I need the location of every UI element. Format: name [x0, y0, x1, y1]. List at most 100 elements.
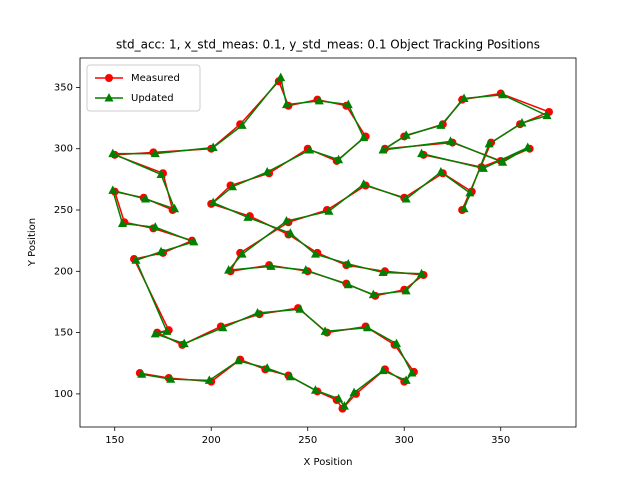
marker — [104, 93, 114, 102]
marker — [224, 265, 234, 274]
y-tick-label: 350 — [54, 82, 73, 93]
marker — [465, 187, 475, 197]
marker — [227, 181, 237, 191]
marker — [117, 218, 127, 227]
marker — [150, 148, 160, 158]
marker — [349, 387, 359, 397]
y-tick-label: 200 — [54, 266, 73, 277]
marker — [237, 249, 247, 258]
legend-label: Updated — [131, 93, 174, 104]
plot-frame — [79, 57, 577, 428]
series-line — [111, 75, 550, 408]
marker — [324, 206, 334, 215]
marker — [189, 236, 199, 246]
x-tick-label: 150 — [105, 435, 124, 446]
chart-title: std_acc: 1, x_std_meas: 0.1, y_std_meas:… — [116, 38, 540, 52]
marker — [401, 375, 411, 384]
y-tick-label: 150 — [54, 328, 73, 339]
marker — [498, 157, 508, 166]
marker — [523, 142, 533, 151]
marker — [166, 374, 176, 383]
x-tick-label: 350 — [491, 435, 510, 446]
y-tick-label: 250 — [54, 205, 73, 216]
marker — [407, 368, 417, 377]
marker — [343, 279, 353, 289]
marker — [368, 289, 378, 299]
marker — [363, 322, 373, 332]
marker — [498, 89, 508, 99]
marker — [310, 249, 320, 258]
marker — [401, 285, 411, 295]
marker — [218, 322, 228, 332]
marker — [359, 179, 369, 188]
marker — [392, 338, 402, 348]
marker — [179, 338, 189, 348]
marks — [108, 72, 553, 413]
x-tick-label: 300 — [395, 435, 414, 446]
x-tick-label: 250 — [298, 435, 317, 446]
marker — [378, 144, 388, 154]
marker — [282, 99, 292, 109]
marker — [233, 355, 243, 365]
marker — [401, 193, 411, 203]
marker — [446, 136, 456, 145]
marker — [301, 265, 311, 274]
series-line — [113, 79, 551, 410]
marker — [282, 216, 292, 225]
marker — [262, 167, 272, 176]
marker — [417, 268, 427, 278]
marker — [266, 261, 276, 270]
marker — [285, 228, 295, 237]
marker — [131, 255, 141, 264]
marker — [295, 304, 305, 313]
marker — [459, 93, 469, 102]
x-tick-label: 200 — [202, 435, 221, 446]
marker — [343, 258, 353, 268]
marker — [436, 120, 446, 129]
legend-label: Measured — [131, 73, 180, 84]
marker — [156, 246, 166, 256]
marker — [162, 326, 172, 335]
marker — [108, 148, 118, 158]
marker — [150, 328, 160, 338]
marker — [262, 363, 272, 372]
marker — [237, 120, 247, 129]
marker — [542, 110, 552, 120]
marker — [141, 193, 151, 203]
marker — [436, 167, 446, 176]
marker — [156, 169, 166, 178]
marker — [208, 142, 218, 151]
marker — [310, 385, 320, 394]
marker — [417, 148, 427, 158]
x-axis-label: X Position — [304, 457, 353, 468]
marker — [378, 365, 388, 375]
marker — [343, 99, 353, 109]
marker — [105, 74, 113, 82]
marker — [170, 203, 180, 213]
marker — [208, 197, 218, 207]
marker — [320, 326, 330, 335]
marker — [276, 72, 286, 82]
marker — [359, 132, 369, 142]
legend-box — [86, 64, 201, 112]
legend: Measured Updated — [86, 64, 201, 112]
marker — [339, 401, 349, 410]
marker — [484, 138, 494, 148]
marker — [108, 185, 118, 194]
marker — [401, 130, 411, 139]
marker — [334, 393, 344, 403]
marker — [459, 203, 469, 213]
marker — [517, 117, 527, 127]
marker — [378, 267, 388, 277]
marker — [204, 375, 214, 384]
y-tick-label: 100 — [54, 389, 73, 400]
y-tick-label: 300 — [54, 144, 73, 155]
marker — [243, 212, 253, 221]
marker — [305, 144, 315, 154]
marker — [285, 371, 295, 381]
marker — [150, 222, 160, 231]
marker — [314, 95, 324, 105]
marker — [334, 154, 344, 164]
marker — [253, 307, 263, 317]
